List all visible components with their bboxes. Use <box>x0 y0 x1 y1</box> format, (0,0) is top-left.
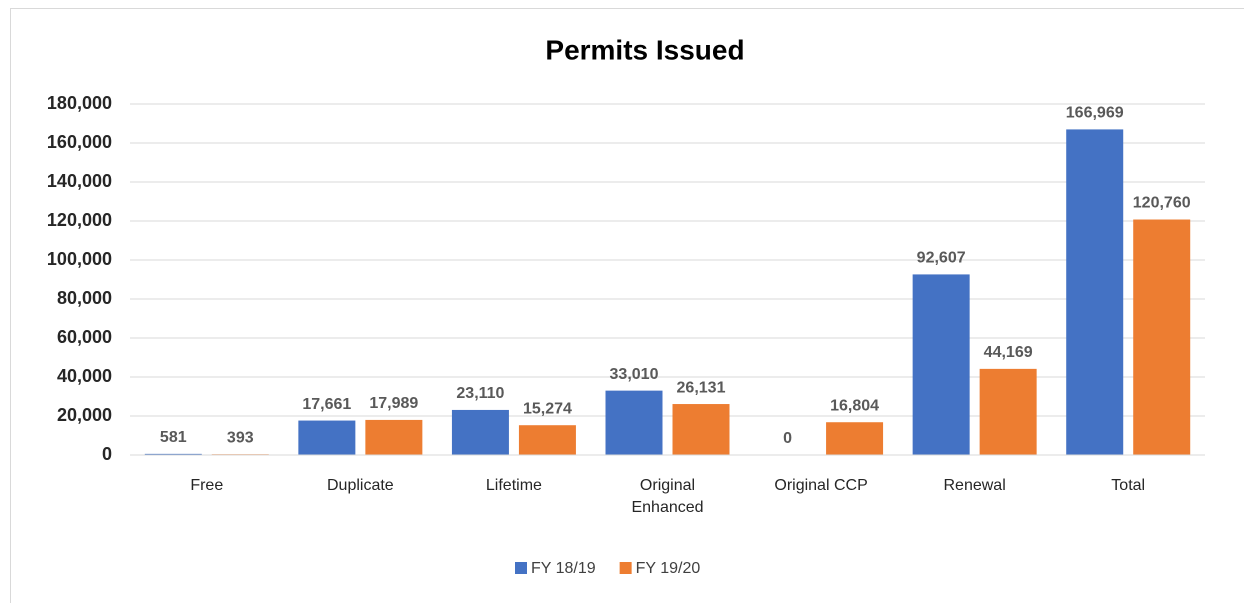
y-tick-label: 20,000 <box>57 405 112 425</box>
x-tick-label: Total <box>1111 477 1146 494</box>
data-label: 120,760 <box>1133 195 1191 212</box>
x-tick-label-box: Renewal <box>943 477 1006 494</box>
data-label: 16,804 <box>830 397 879 414</box>
bar <box>1066 129 1124 455</box>
bar <box>451 409 509 455</box>
y-tick-label: 160,000 <box>47 132 112 152</box>
x-tick-label: Free <box>190 477 224 494</box>
x-tick-label-box: Lifetime <box>485 477 542 494</box>
bar <box>365 419 423 455</box>
bar <box>979 368 1037 455</box>
data-label: 166,969 <box>1066 105 1124 122</box>
data-label: 393 <box>227 429 254 446</box>
data-label: 44,169 <box>984 344 1033 361</box>
y-tick-label: 80,000 <box>57 288 112 308</box>
data-label: 33,010 <box>610 366 659 383</box>
y-tick-label: 140,000 <box>47 171 112 191</box>
x-tick-label-box: Total <box>1111 477 1146 494</box>
x-tick-label: Lifetime <box>485 477 542 494</box>
x-tick-label: Renewal <box>943 477 1006 494</box>
data-label: 17,989 <box>369 395 418 412</box>
x-tick-label: Duplicate <box>326 477 394 494</box>
bar <box>826 422 884 455</box>
legend-label: FY 19/20 <box>636 560 701 577</box>
x-tick-label-box: Duplicate <box>326 477 394 494</box>
y-tick-label: 180,000 <box>47 93 112 113</box>
y-tick-label: 120,000 <box>47 210 112 230</box>
bar <box>912 274 970 455</box>
bar <box>518 425 576 455</box>
legend-swatch <box>515 562 527 574</box>
y-tick-label: 100,000 <box>47 249 112 269</box>
x-tick-label-box: Free <box>190 477 224 494</box>
bar <box>1133 219 1191 455</box>
data-label: 581 <box>160 429 187 446</box>
legend-swatch <box>619 562 632 574</box>
bar <box>605 390 663 455</box>
y-tick-label: 40,000 <box>57 366 112 386</box>
chart-title: Permits Issued <box>545 34 744 65</box>
x-tick-label: Original Enhanced <box>631 477 704 516</box>
data-label: 0 <box>783 430 792 447</box>
y-tick-label: 0 <box>102 444 112 464</box>
legend-label: FY 18/19 <box>531 560 596 577</box>
data-label: 23,110 <box>456 385 504 402</box>
data-label: 15,274 <box>523 400 572 417</box>
data-label: 17,661 <box>302 396 351 413</box>
bar <box>144 453 202 455</box>
x-tick-label-box: Original Enhanced <box>631 477 704 516</box>
data-label: 26,131 <box>677 379 726 396</box>
y-tick-label: 60,000 <box>57 327 112 347</box>
bar <box>298 420 356 455</box>
x-tick-label: Original CCP <box>774 477 868 494</box>
data-label: 92,607 <box>917 250 966 267</box>
x-tick-label-box: Original CCP <box>774 477 868 494</box>
chart-border <box>10 8 1244 603</box>
bar <box>672 404 730 455</box>
